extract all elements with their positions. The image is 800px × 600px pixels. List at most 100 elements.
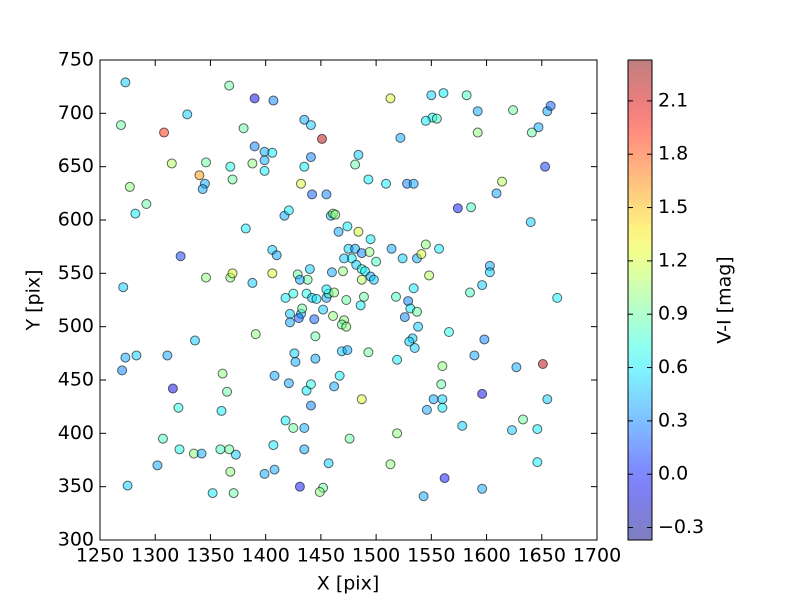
point: [269, 370, 280, 381]
point: [392, 354, 403, 365]
point: [288, 288, 299, 299]
point: [381, 178, 392, 189]
point: [479, 334, 490, 345]
y-tick-label: 600: [58, 209, 94, 231]
point: [230, 449, 241, 460]
point: [386, 243, 397, 254]
point: [201, 157, 212, 168]
point: [305, 152, 316, 163]
point: [329, 287, 340, 298]
point: [228, 488, 239, 499]
point: [175, 251, 186, 262]
point: [457, 420, 468, 431]
colorbar-tick-label: −0.3: [658, 516, 704, 538]
point: [385, 459, 396, 470]
point: [290, 356, 301, 367]
point: [464, 287, 475, 298]
point: [249, 93, 260, 104]
point: [297, 303, 308, 314]
point: [299, 114, 310, 125]
y-tick-label: 550: [58, 262, 94, 284]
point: [525, 217, 536, 228]
point: [215, 444, 226, 455]
point: [227, 174, 238, 185]
point: [294, 481, 305, 492]
point: [166, 158, 177, 169]
point: [296, 178, 307, 189]
point: [413, 321, 424, 332]
point: [307, 189, 318, 200]
point: [299, 423, 310, 433]
point: [341, 295, 352, 305]
point: [518, 414, 529, 425]
point: [120, 352, 131, 363]
plot-frame: [99, 59, 598, 541]
point: [182, 109, 193, 120]
point: [122, 480, 133, 491]
colorbar-frame: [627, 59, 653, 541]
point: [408, 283, 419, 294]
colorbar-tick-label: 0.9: [658, 303, 688, 325]
point: [289, 348, 300, 359]
y-tick-label: 400: [58, 422, 94, 444]
x-tick-label: 1450: [297, 545, 345, 567]
point: [472, 127, 483, 138]
point: [353, 149, 364, 160]
colorbar-tick-label: 0.0: [658, 463, 688, 485]
point: [469, 350, 480, 361]
point: [364, 247, 375, 257]
point: [224, 444, 235, 455]
point: [491, 188, 502, 199]
point: [207, 488, 218, 499]
point: [196, 448, 207, 459]
point: [461, 90, 472, 101]
point: [288, 423, 299, 433]
point: [508, 105, 519, 116]
point: [240, 223, 251, 234]
point: [542, 394, 553, 405]
x-axis-label: X [pix]: [317, 573, 379, 595]
point: [328, 311, 339, 321]
point: [339, 253, 350, 264]
y-tick-label: 300: [58, 529, 94, 551]
point: [477, 280, 488, 291]
point: [259, 468, 270, 479]
point: [395, 132, 406, 143]
point: [299, 444, 310, 455]
point: [299, 161, 310, 172]
y-tick-label: 500: [58, 315, 94, 337]
point: [438, 88, 449, 99]
point: [337, 266, 348, 277]
point: [247, 158, 258, 169]
point: [259, 165, 270, 176]
point: [141, 199, 152, 209]
point: [420, 239, 431, 250]
point: [174, 444, 185, 455]
point: [537, 359, 548, 369]
point: [358, 291, 369, 302]
point: [437, 402, 448, 413]
point: [426, 90, 437, 101]
point: [431, 113, 442, 124]
point: [552, 292, 563, 303]
point: [428, 394, 439, 405]
point: [532, 457, 543, 468]
point: [472, 106, 483, 117]
point: [310, 353, 321, 364]
point: [318, 304, 329, 315]
x-tick-label: 1500: [352, 545, 400, 567]
point: [385, 93, 396, 104]
point: [321, 189, 332, 200]
point: [310, 331, 321, 342]
point: [293, 313, 304, 324]
point: [545, 100, 556, 111]
point: [323, 458, 334, 469]
point: [356, 394, 367, 405]
point: [269, 464, 280, 475]
point: [511, 362, 522, 373]
point: [311, 293, 322, 304]
x-tick-label: 1550: [407, 545, 455, 567]
point: [368, 274, 379, 285]
point: [540, 161, 551, 172]
point: [189, 335, 200, 346]
